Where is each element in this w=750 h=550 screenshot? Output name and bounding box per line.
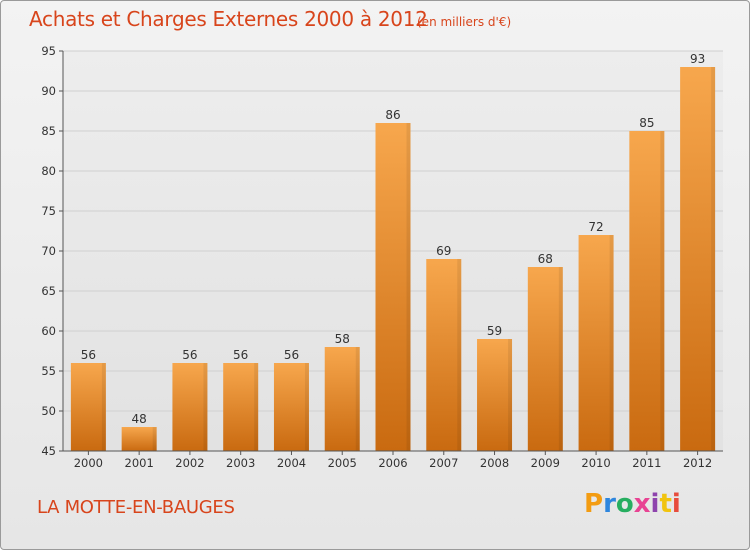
bar-2009 — [527, 267, 563, 451]
bar-shade — [203, 363, 208, 451]
brand-letter: i — [671, 489, 681, 519]
brand-letter: P — [584, 489, 604, 519]
bar-shade — [254, 363, 259, 451]
x-tick-labels: 2000 2001 2002 2003 2004 2005 2006 2007 2008 2009… — [74, 451, 712, 470]
data-label-2006: 86 — [385, 108, 400, 122]
data-labels: 56 48 56 56 56 58 86 69 59 68 72 85 93 — [81, 52, 706, 426]
x-tick-label-2008: 2008 — [480, 456, 509, 470]
data-label-2007: 69 — [436, 244, 451, 258]
y-tick-label: 70 — [41, 244, 56, 258]
bar-2007 — [426, 259, 462, 451]
y-tick-label: 90 — [41, 84, 56, 98]
brand-letter: i — [650, 489, 660, 519]
data-label-2003: 56 — [233, 348, 248, 362]
y-tick-labels: 45 50 55 60 65 70 75 80 85 90 95 — [41, 44, 56, 458]
y-tick-label: 65 — [41, 284, 56, 298]
x-tick-label-2003: 2003 — [226, 456, 255, 470]
y-tick-label: 85 — [41, 124, 56, 138]
bar-shade — [101, 363, 106, 451]
data-label-2001: 48 — [132, 412, 147, 426]
data-label-2011: 85 — [639, 116, 654, 130]
bar-2004 — [273, 363, 309, 451]
chart-subtitle: (en milliers d'€) — [417, 15, 512, 29]
chart-title: Achats et Charges Externes 2000 à 2012 — [29, 7, 428, 31]
x-tick-label-2001: 2001 — [125, 456, 154, 470]
x-tick-label-2010: 2010 — [581, 456, 610, 470]
bar-2003 — [223, 363, 259, 451]
bar-shade — [457, 259, 462, 451]
y-tick-label: 60 — [41, 324, 56, 338]
y-tick-label: 95 — [41, 44, 56, 58]
bar-2000 — [70, 363, 106, 451]
y-tick-label: 50 — [41, 404, 56, 418]
bar-shade — [355, 347, 360, 451]
data-label-2009: 68 — [538, 252, 553, 266]
bar-shade — [304, 363, 309, 451]
bars-group — [70, 67, 716, 451]
x-tick-label-2002: 2002 — [175, 456, 204, 470]
proxiti-logo[interactable]: Proxiti — [584, 489, 681, 519]
brand-letter: x — [633, 489, 651, 519]
data-label-2002: 56 — [182, 348, 197, 362]
bar-shade — [711, 67, 716, 451]
bar-2012 — [680, 67, 716, 451]
data-label-2012: 93 — [690, 52, 705, 66]
location-name: LA MOTTE-EN-BAUGES — [37, 497, 235, 518]
x-tick-label-2012: 2012 — [683, 456, 712, 470]
x-tick-label-2009: 2009 — [531, 456, 560, 470]
bar-shade — [558, 267, 563, 451]
bar-2011 — [629, 131, 665, 451]
brand-letter: o — [615, 489, 634, 519]
bar-2002 — [172, 363, 208, 451]
bar-2005 — [324, 347, 360, 451]
data-label-2005: 58 — [335, 332, 350, 346]
bar-shade — [660, 131, 665, 451]
y-tick-label: 45 — [41, 444, 56, 458]
x-tick-label-2006: 2006 — [378, 456, 407, 470]
bar-2008 — [477, 339, 513, 451]
data-label-2008: 59 — [487, 324, 502, 338]
x-tick-label-2000: 2000 — [74, 456, 103, 470]
y-tick-label: 80 — [41, 164, 56, 178]
y-tick-label: 55 — [41, 364, 56, 378]
bar-shade — [508, 339, 513, 451]
brand-letter: r — [603, 489, 616, 519]
bar-shade — [609, 235, 614, 451]
y-tick-label: 75 — [41, 204, 56, 218]
bar-shade — [406, 123, 411, 451]
bar-shade — [152, 427, 157, 451]
bar-2001 — [121, 427, 157, 451]
brand-letter: t — [659, 489, 672, 519]
data-label-2004: 56 — [284, 348, 299, 362]
data-label-2010: 72 — [588, 220, 603, 234]
bar-2010 — [578, 235, 614, 451]
data-label-2000: 56 — [81, 348, 96, 362]
x-tick-label-2007: 2007 — [429, 456, 458, 470]
x-tick-label-2004: 2004 — [277, 456, 306, 470]
x-tick-label-2011: 2011 — [632, 456, 661, 470]
x-tick-label-2005: 2005 — [328, 456, 357, 470]
bar-2006 — [375, 123, 411, 451]
